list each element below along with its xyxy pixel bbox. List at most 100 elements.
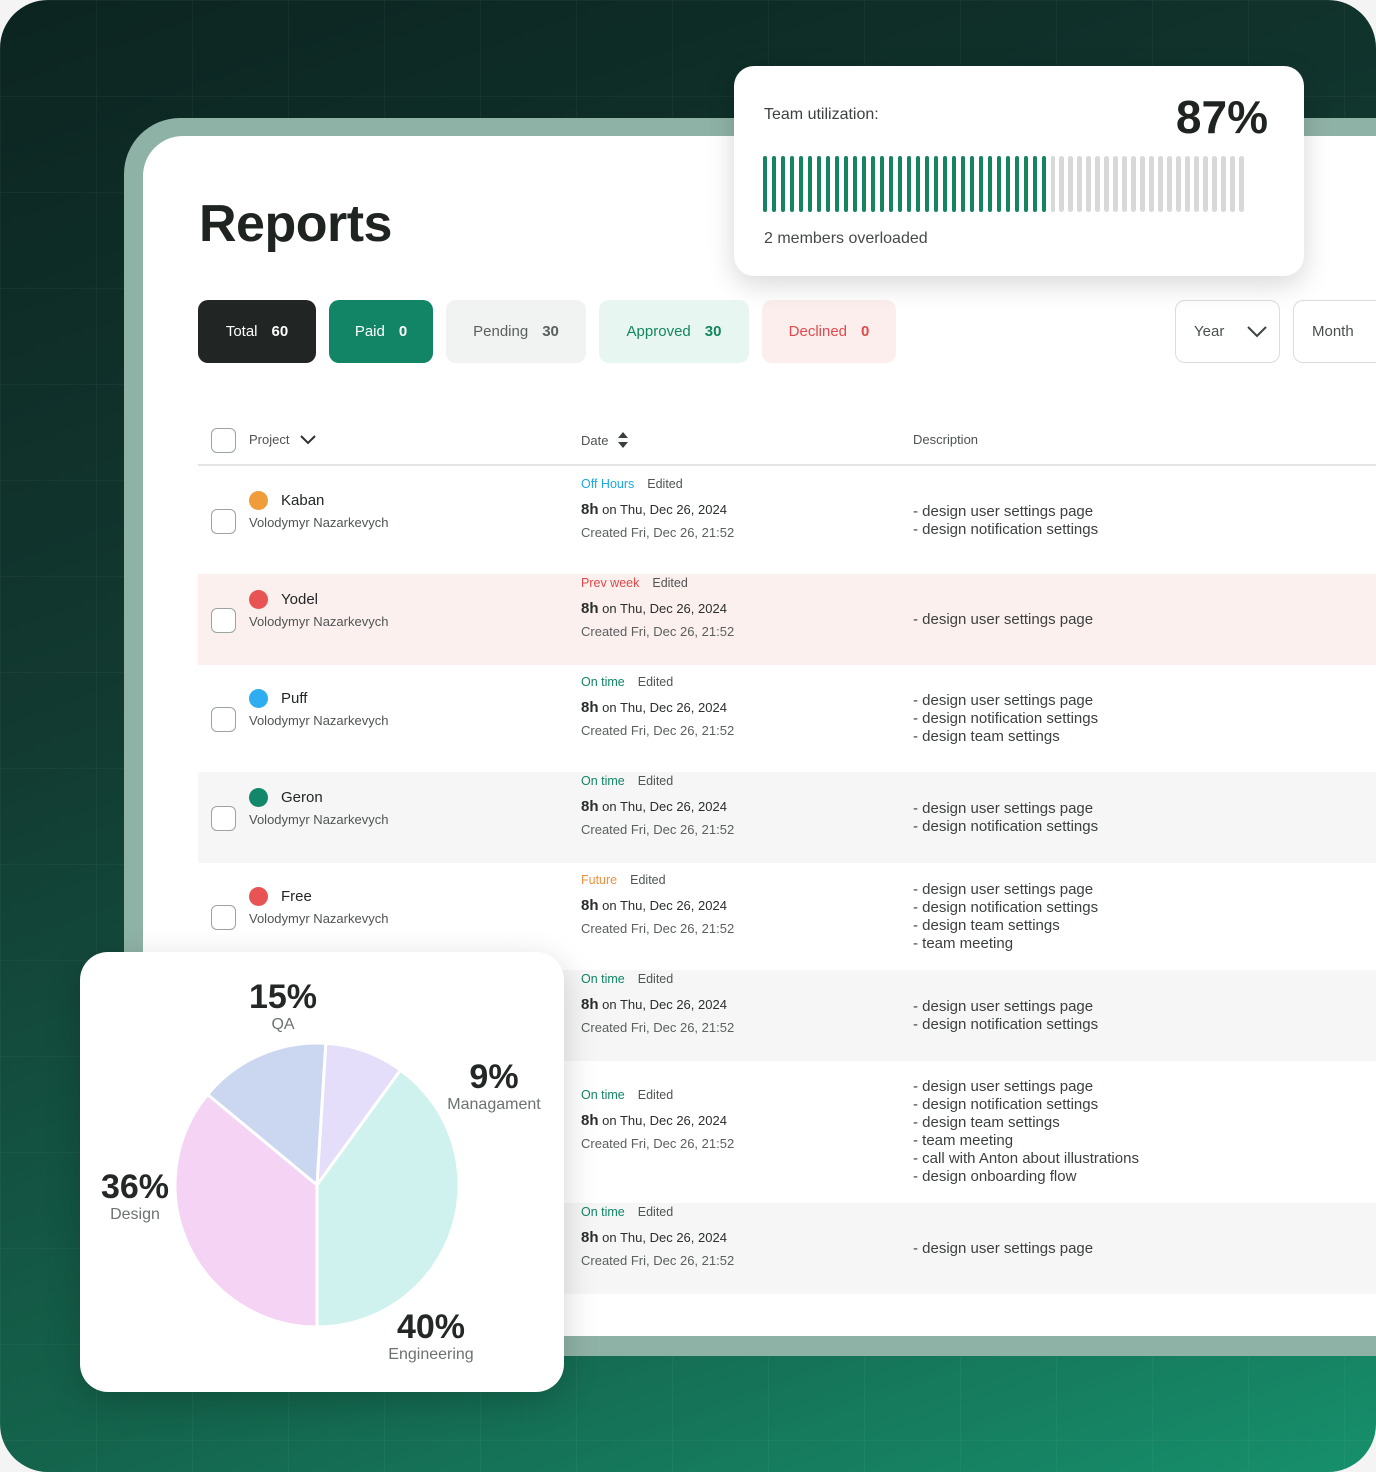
project-name[interactable]: Geron <box>281 789 323 806</box>
overloaded-members-text: 2 members overloaded <box>764 230 928 247</box>
created-timestamp: Created Fri, Dec 26, 21:52 <box>581 921 735 936</box>
utilization-bar <box>987 156 992 212</box>
edited-label: Edited <box>637 675 674 689</box>
hours-value: 8h <box>581 600 599 617</box>
year-select[interactable]: Year <box>1175 300 1280 363</box>
task-description: - design user settings page - design noti… <box>913 503 1098 539</box>
table-row[interactable]: Puff Volodymyr Nazarkevych On time Edited… <box>198 665 1376 772</box>
utilization-bar <box>1032 156 1037 212</box>
utilization-bar <box>1005 156 1010 212</box>
status-line: On time Edited <box>581 1088 673 1102</box>
task-description: - design user settings page - design noti… <box>913 1078 1139 1186</box>
project-header-label: Project <box>249 432 290 447</box>
pie-slice-managament[interactable] <box>315 1041 402 1187</box>
utilization-bar <box>1140 156 1145 212</box>
table-row[interactable]: On time Edited 8h on Thu, Dec 26, 2024 C… <box>198 1061 1376 1203</box>
project-owner: Volodymyr Nazarkevych <box>249 911 389 926</box>
row-checkbox[interactable] <box>211 905 236 930</box>
task-description: - design user settings page <box>913 1240 1093 1258</box>
row-checkbox[interactable] <box>211 806 236 831</box>
entry-date: on Thu, Dec 26, 2024 <box>602 997 727 1012</box>
hours-value: 8h <box>581 1112 599 1129</box>
utilization-bar <box>1050 156 1055 212</box>
utilization-bar <box>771 156 777 212</box>
description-line: - design notification settings <box>913 521 1099 538</box>
utilization-bar <box>780 156 786 212</box>
hours-line: 8h on Thu, Dec 26, 2024 <box>581 897 727 914</box>
pie-label-design: 36% Design <box>101 1170 169 1224</box>
task-description: - design user settings page - design noti… <box>913 881 1098 953</box>
project-column-header[interactable]: Project <box>249 432 317 447</box>
description-line: - design user settings page <box>913 692 1094 709</box>
description-line: - design user settings page <box>913 1240 1094 1257</box>
pie-name: Managament <box>447 1096 541 1113</box>
description-line: - call with Anton about illustrations <box>913 1150 1139 1167</box>
team-utilization-card: Team utilization: 87% 2 members overload… <box>734 66 1304 276</box>
created-timestamp: Created Fri, Dec 26, 21:52 <box>581 1020 735 1035</box>
row-checkbox[interactable] <box>211 509 236 534</box>
select-all-checkbox[interactable] <box>211 428 236 453</box>
entry-date: on Thu, Dec 26, 2024 <box>602 799 727 814</box>
table-row[interactable]: Yodel Volodymyr Nazarkevych Prev week Edi… <box>198 574 1376 665</box>
created-timestamp: Created Fri, Dec 26, 21:52 <box>581 624 735 639</box>
project-name[interactable]: Puff <box>281 690 308 707</box>
chip-paid[interactable]: Paid 0 <box>329 300 433 363</box>
pie-name: QA <box>271 1016 295 1033</box>
pie-percent: 40% <box>396 1308 466 1346</box>
entry-date: on Thu, Dec 26, 2024 <box>602 601 727 616</box>
chip-label: Declined <box>788 323 848 340</box>
pie-slice-design[interactable] <box>173 1093 319 1329</box>
edited-label: Edited <box>630 873 666 887</box>
row-checkbox[interactable] <box>211 707 236 732</box>
utilization-bar <box>816 156 822 212</box>
hours-value: 8h <box>581 699 599 716</box>
utilization-bar <box>1014 156 1019 212</box>
table-row[interactable]: Free Volodymyr Nazarkevych Future Edited … <box>198 863 1376 970</box>
utilization-bar <box>870 156 876 212</box>
chip-count: 30 <box>704 323 722 340</box>
utilization-bar <box>1113 156 1118 212</box>
chevron-down-icon <box>1247 325 1268 337</box>
project-owner: Volodymyr Nazarkevych <box>249 812 389 827</box>
edited-label: Edited <box>652 576 688 590</box>
row-checkbox[interactable] <box>211 608 236 633</box>
utilization-bar <box>1068 156 1073 212</box>
status-line: Future Edited <box>581 873 666 887</box>
chip-total[interactable]: Total 60 <box>198 300 316 363</box>
project-name[interactable]: Yodel <box>281 591 318 608</box>
department-pie-chart <box>173 1041 461 1329</box>
project-name[interactable]: Free <box>281 888 312 905</box>
utilization-bar <box>933 156 939 212</box>
pie-label-qa: 15% QA <box>249 980 317 1034</box>
hours-line: 8h on Thu, Dec 26, 2024 <box>581 600 727 617</box>
description-line: - design notification settings <box>913 818 1099 835</box>
status-badge: On time <box>581 675 625 689</box>
chip-count: 60 <box>271 323 289 340</box>
chip-declined[interactable]: Declined 0 <box>762 300 896 363</box>
table-row[interactable]: Geron Volodymyr Nazarkevych On time Edite… <box>198 772 1376 863</box>
status-badge: On time <box>581 774 625 788</box>
edited-label: Edited <box>637 1205 674 1219</box>
pie-slice-engineering[interactable] <box>315 1068 461 1329</box>
utilization-bar <box>951 156 957 212</box>
chip-approved[interactable]: Approved 30 <box>599 300 749 363</box>
chip-pending[interactable]: Pending 30 <box>446 300 586 363</box>
project-name[interactable]: Kaban <box>281 492 325 509</box>
description-line: - team meeting <box>913 935 1014 952</box>
project-owner: Volodymyr Nazarkevych <box>249 713 389 728</box>
status-filter-chips: Total 60 Paid 0 Pending 30 Approved 30 D… <box>198 300 896 363</box>
pie-slice-qa[interactable] <box>206 1041 328 1187</box>
utilization-bar <box>1203 156 1208 212</box>
utilization-bar <box>1059 156 1064 212</box>
hours-line: 8h on Thu, Dec 26, 2024 <box>581 996 727 1013</box>
date-column-header[interactable]: Date <box>581 432 629 448</box>
table-row[interactable]: Kaban Volodymyr Nazarkevych Off Hours Edi… <box>198 467 1376 574</box>
month-select[interactable]: Month <box>1293 300 1376 363</box>
utilization-bar <box>843 156 849 212</box>
pie-percent: 15% <box>248 978 318 1016</box>
project-color-dot <box>249 788 268 807</box>
description-line: - design notification settings <box>913 710 1099 727</box>
utilization-bar <box>807 156 813 212</box>
utilization-bar <box>942 156 948 212</box>
utilization-bar <box>1230 156 1235 212</box>
